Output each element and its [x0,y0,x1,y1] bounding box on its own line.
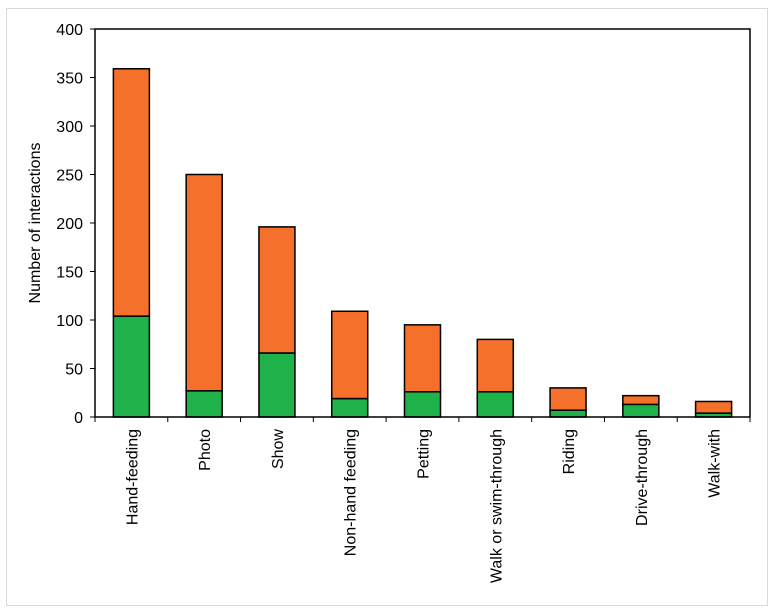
bar-hand-feeding-segment-1 [112,315,151,418]
bars-group [112,68,733,418]
y-axis-ticks: 0 50 100 150 200 250 300 350 400 [56,22,95,427]
y-tick-label: 400 [56,22,83,39]
x-tick-label-hand-feeding: Hand-feeding [124,429,141,525]
x-tick-label-non-hand-feeding: Non-hand feeding [343,429,360,556]
bar-riding-segment-2 [549,387,587,411]
y-tick-label: 250 [56,168,83,185]
x-tick-label-riding: Riding [561,429,578,474]
y-axis-title: Number of interactions [27,143,44,304]
x-tick-label-drive-through: Drive-through [634,429,651,526]
x-tick-label-walk-with: Walk-with [707,429,724,498]
y-tick-label: 350 [56,71,83,88]
y-tick-label: 300 [56,119,83,136]
bar-walk-or-swim-through-segment-1 [476,391,515,418]
x-tick-label-petting: Petting [416,429,433,479]
x-axis-ticks: Hand-feeding Photo Show Non-hand feeding Pet… [94,417,751,583]
x-tick-label-photo: Photo [197,429,214,471]
bar-petting-segment-2 [403,324,442,393]
bar-petting-segment-1 [403,391,442,418]
bar-walk-with-segment-2 [694,400,733,414]
y-tick-label: 150 [56,265,83,282]
y-tick-label: 50 [65,362,83,379]
bar-photo-segment-2 [185,173,223,392]
x-tick-label-walk-or-swim-through: Walk or swim-through [488,429,505,583]
bar-hand-feeding-segment-2 [112,68,151,317]
y-tick-label: 0 [74,410,83,427]
bar-non-hand-feeding-segment-2 [330,310,369,400]
y-tick-label: 200 [56,216,83,233]
bar-show-segment-1 [258,352,296,418]
bar-walk-or-swim-through-segment-2 [476,338,515,393]
bar-show-segment-2 [258,226,296,354]
bar-drive-through-segment-2 [622,394,660,406]
y-tick-label: 100 [56,313,83,330]
bar-non-hand-feeding-segment-1 [330,397,369,418]
bar-riding-segment-1 [549,409,587,418]
x-tick-label-show: Show [270,429,287,469]
bar-photo-segment-1 [185,390,223,418]
bar-drive-through-segment-1 [622,403,660,418]
